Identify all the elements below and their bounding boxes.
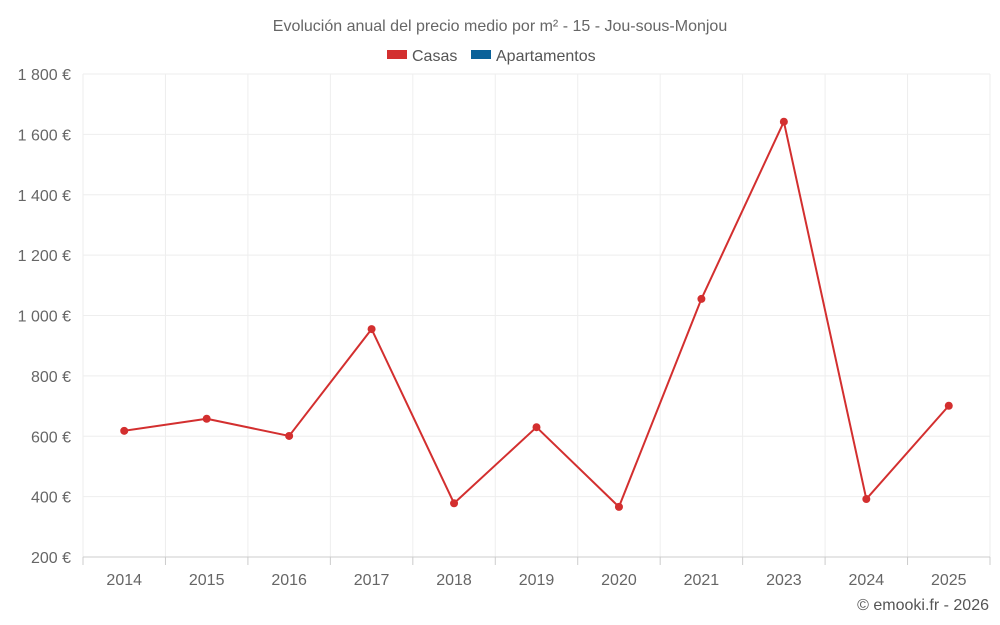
gridlines	[82, 73, 991, 557]
y-tick-label: 600 €	[31, 429, 71, 446]
x-tick-label: 2019	[519, 572, 555, 589]
y-tick-label: 1 400 €	[18, 188, 71, 205]
legend: Casas Apartamentos	[387, 48, 596, 65]
data-point-casas[interactable]	[779, 117, 788, 126]
legend-swatch-apartamentos	[471, 50, 491, 59]
axes: 200 € 400 € 600 € 800 € 1 000 € 1 200 € 1 400 …	[18, 67, 991, 589]
y-tick-label: 1 200 €	[18, 248, 71, 265]
data-point-casas[interactable]	[532, 423, 541, 432]
y-tick-label: 200 €	[31, 550, 71, 567]
y-tick-label: 1 800 €	[18, 67, 71, 84]
data-point-casas[interactable]	[285, 431, 294, 440]
data-point-casas[interactable]	[862, 495, 871, 504]
data-point-casas[interactable]	[202, 414, 211, 423]
data-point-casas[interactable]	[120, 426, 129, 435]
legend-label-casas[interactable]: Casas	[412, 48, 457, 65]
series-casas	[120, 117, 953, 511]
chart-title: Evolución anual del precio medio por m² …	[273, 18, 727, 35]
x-tick-label: 2015	[189, 572, 225, 589]
legend-swatch-casas	[387, 50, 407, 59]
y-tick-label: 1 000 €	[18, 309, 71, 326]
x-tick-label: 2020	[601, 572, 637, 589]
x-tick-label: 2024	[849, 572, 885, 589]
x-tick-label: 2014	[106, 572, 142, 589]
legend-label-apartamentos[interactable]: Apartamentos	[496, 48, 596, 65]
data-point-casas[interactable]	[614, 502, 623, 511]
x-tick-label: 2018	[436, 572, 472, 589]
y-tick-label: 400 €	[31, 490, 71, 507]
credit-text: © emooki.fr - 2026	[857, 597, 989, 614]
data-point-casas[interactable]	[367, 325, 376, 334]
data-point-casas[interactable]	[450, 499, 459, 508]
x-tick-label: 2025	[931, 572, 967, 589]
x-tick-label: 2016	[271, 572, 307, 589]
x-tick-label: 2023	[766, 572, 802, 589]
y-tick-label: 800 €	[31, 369, 71, 386]
data-point-casas[interactable]	[944, 401, 953, 410]
data-point-casas[interactable]	[697, 294, 706, 303]
x-tick-label: 2021	[684, 572, 720, 589]
x-tick-label: 2017	[354, 572, 390, 589]
y-tick-label: 1 600 €	[18, 127, 71, 144]
